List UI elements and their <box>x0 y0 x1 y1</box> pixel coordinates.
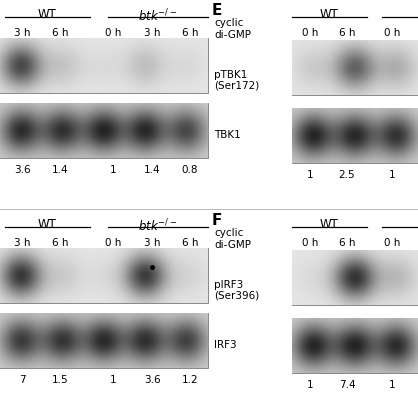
Text: (Ser172): (Ser172) <box>214 80 259 90</box>
Text: 6 h: 6 h <box>182 28 198 38</box>
Bar <box>0 313 208 368</box>
Text: 0 h: 0 h <box>384 28 400 38</box>
Text: 1.4: 1.4 <box>52 165 68 175</box>
Text: 3 h: 3 h <box>14 28 30 38</box>
Text: 3 h: 3 h <box>144 238 160 248</box>
Text: 1: 1 <box>307 170 314 180</box>
Text: 3 h: 3 h <box>144 28 160 38</box>
Text: di-GMP: di-GMP <box>214 240 251 250</box>
Text: WT: WT <box>320 8 339 21</box>
Text: 2.5: 2.5 <box>339 170 355 180</box>
Text: 1: 1 <box>307 380 314 390</box>
Text: 0 h: 0 h <box>384 238 400 248</box>
Text: 7: 7 <box>19 375 25 385</box>
Text: WT: WT <box>320 218 339 231</box>
Text: WT: WT <box>38 218 57 231</box>
Text: (Ser396): (Ser396) <box>214 290 259 300</box>
Text: di-GMP: di-GMP <box>214 30 251 40</box>
Text: 3.6: 3.6 <box>14 165 31 175</box>
Text: TBK1: TBK1 <box>214 130 241 140</box>
Text: cyclic: cyclic <box>214 228 243 238</box>
Bar <box>0 248 208 303</box>
Text: 1.5: 1.5 <box>52 375 68 385</box>
Text: 3 h: 3 h <box>14 238 30 248</box>
Text: 0 h: 0 h <box>105 28 121 38</box>
Text: 0 h: 0 h <box>302 238 318 248</box>
Text: 1: 1 <box>389 170 395 180</box>
Text: $btk^{-/-}$: $btk^{-/-}$ <box>138 8 178 25</box>
Text: E: E <box>212 3 222 18</box>
Text: WT: WT <box>38 8 57 21</box>
Text: 0 h: 0 h <box>105 238 121 248</box>
Text: 6 h: 6 h <box>182 238 198 248</box>
Bar <box>292 108 418 163</box>
Text: pIRF3: pIRF3 <box>214 280 243 290</box>
Text: 1: 1 <box>389 380 395 390</box>
Text: 3.6: 3.6 <box>144 375 161 385</box>
Text: 6 h: 6 h <box>339 28 355 38</box>
Text: 0.8: 0.8 <box>182 165 198 175</box>
Bar <box>292 318 418 373</box>
Bar <box>0 103 208 158</box>
Text: 1.4: 1.4 <box>144 165 161 175</box>
Bar <box>292 250 418 305</box>
Text: 6 h: 6 h <box>52 238 68 248</box>
Bar <box>0 38 208 93</box>
Text: 6 h: 6 h <box>339 238 355 248</box>
Text: 1.2: 1.2 <box>182 375 198 385</box>
Bar <box>292 40 418 95</box>
Text: 7.4: 7.4 <box>339 380 355 390</box>
Text: pTBK1: pTBK1 <box>214 70 247 80</box>
Text: $btk^{-/-}$: $btk^{-/-}$ <box>138 218 178 234</box>
Text: 1: 1 <box>110 375 116 385</box>
Text: IRF3: IRF3 <box>214 340 237 350</box>
Text: 6 h: 6 h <box>52 28 68 38</box>
Text: 1: 1 <box>110 165 116 175</box>
Text: F: F <box>212 213 222 228</box>
Text: cyclic: cyclic <box>214 18 243 28</box>
Text: 0 h: 0 h <box>302 28 318 38</box>
